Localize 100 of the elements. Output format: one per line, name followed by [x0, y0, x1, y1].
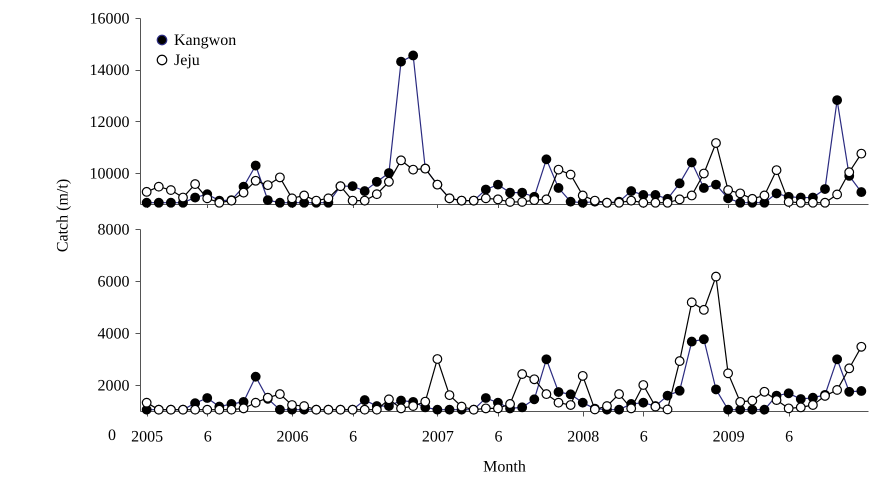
y-axis-title: Catch (m/t) — [54, 178, 72, 252]
point — [638, 198, 648, 208]
point — [529, 195, 540, 206]
point — [784, 197, 794, 207]
point — [772, 395, 782, 405]
point — [480, 403, 491, 414]
point — [856, 342, 866, 352]
point — [832, 190, 842, 200]
point — [142, 398, 152, 408]
y-tick-label: 12000 — [90, 114, 130, 131]
point — [348, 196, 358, 206]
point — [190, 179, 200, 190]
point — [747, 396, 758, 406]
point — [796, 198, 806, 208]
point — [760, 190, 770, 200]
point — [844, 167, 854, 178]
point — [578, 190, 588, 200]
x-tick-label: 2009 — [712, 428, 745, 446]
point — [396, 403, 406, 414]
point — [566, 400, 576, 410]
point — [408, 164, 418, 175]
point — [760, 386, 770, 397]
point — [735, 188, 746, 198]
point — [698, 168, 709, 178]
point — [844, 363, 854, 374]
x-tick-label: 6 — [349, 428, 358, 446]
y-tick-label: 8000 — [98, 222, 130, 238]
point — [299, 401, 310, 411]
x-tick-label: 2008 — [567, 428, 600, 446]
x-tick-label: 6 — [204, 428, 212, 446]
point — [674, 194, 685, 204]
point — [274, 389, 285, 400]
point — [190, 404, 200, 415]
point — [808, 400, 818, 410]
point — [614, 389, 624, 400]
point — [517, 197, 528, 207]
point — [250, 176, 261, 186]
point — [432, 354, 442, 364]
point — [323, 193, 334, 204]
point — [493, 194, 503, 204]
point — [226, 404, 236, 415]
point — [541, 389, 552, 400]
point — [723, 185, 734, 195]
point — [711, 138, 721, 148]
y-tick-label: 16000 — [90, 10, 130, 28]
point — [856, 148, 866, 159]
point — [287, 400, 297, 410]
point — [529, 374, 540, 384]
point — [554, 164, 564, 175]
point — [493, 403, 503, 414]
point — [420, 396, 430, 407]
point — [541, 194, 552, 204]
point — [735, 396, 746, 407]
point — [796, 402, 806, 412]
point — [372, 404, 382, 415]
point — [384, 176, 394, 187]
point — [456, 402, 467, 412]
x-axis-title: Month — [483, 458, 526, 476]
point — [650, 198, 660, 208]
point — [698, 304, 709, 315]
point — [711, 272, 721, 282]
point — [396, 155, 406, 166]
y-tick-label: 2000 — [98, 378, 130, 394]
x-tick-label: 6 — [494, 428, 502, 446]
point — [166, 185, 176, 195]
point — [408, 401, 418, 411]
point — [602, 401, 612, 411]
legend-label: Kangwon — [174, 32, 236, 49]
x-tick-label: 2006 — [276, 428, 309, 446]
point — [178, 192, 188, 202]
y-tick-label: 4000 — [98, 326, 130, 342]
point — [505, 399, 515, 409]
legend-label: Jeju — [174, 52, 200, 69]
point — [444, 390, 454, 400]
point — [505, 197, 515, 207]
y-tick-label: 6000 — [98, 274, 130, 290]
point — [360, 196, 370, 206]
point — [626, 403, 636, 414]
point — [214, 404, 224, 415]
point — [238, 188, 248, 198]
x-tick-label: 6 — [640, 428, 648, 446]
point — [372, 189, 382, 200]
point — [784, 403, 794, 414]
point — [480, 193, 491, 204]
point — [287, 193, 297, 204]
point — [384, 394, 394, 404]
point — [142, 186, 152, 197]
point — [820, 198, 830, 208]
point — [262, 180, 273, 190]
x-tick-label: 2007 — [422, 428, 454, 446]
point — [662, 198, 672, 208]
point — [747, 194, 758, 204]
point — [566, 170, 576, 180]
point — [808, 198, 818, 208]
point — [202, 404, 212, 415]
point — [662, 404, 672, 414]
point — [772, 165, 782, 176]
x-tick-label: 6 — [785, 428, 794, 446]
point — [638, 380, 648, 390]
y-tick-label: 14000 — [90, 62, 130, 80]
